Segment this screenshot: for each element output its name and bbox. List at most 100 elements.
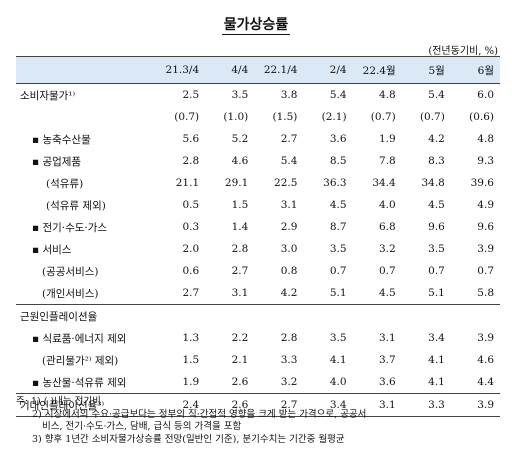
table-cell: (1.0) <box>223 111 249 123</box>
table-cell: 2.8 <box>182 155 200 167</box>
table-cell: 2.7 <box>254 393 304 417</box>
table-cell: 5.4 <box>280 155 298 167</box>
col-header: 22.4월 <box>352 56 402 84</box>
table-cell: 3.8 <box>280 89 298 101</box>
table-cell: 4.0 <box>379 199 396 211</box>
footnote: 2) 시장에서의 수요·공급보다는 정부의 직·간접적 영향을 크게 받는 가격… <box>32 408 367 420</box>
table-cell: 8.7 <box>329 221 347 233</box>
table-cell: 5.8 <box>477 287 494 299</box>
table-cell: 3.1 <box>280 199 298 211</box>
table-cell: 0.7 <box>379 265 396 277</box>
table-cell: 4.8 <box>379 89 396 101</box>
table-cell: 4.2 <box>280 287 298 299</box>
col-header: 22.1/4 <box>254 56 304 84</box>
table-row: (개인서비스) 2.7 3.1 4.2 5.1 4.5 5.1 5.8 <box>16 282 500 305</box>
table-cell: 2.7 <box>231 265 249 277</box>
table-row: (석유류) 21.1 29.1 22.5 36.3 34.4 34.8 39.6 <box>16 172 500 194</box>
table-row: 근원인플레이션율 <box>16 304 500 327</box>
table-cell: 4.8 <box>477 133 494 145</box>
table-cell: 3.4 <box>303 393 353 417</box>
row-label <box>16 106 156 128</box>
row-label: (관리물가²⁾ 제외) <box>42 354 119 367</box>
table-cell: 0.6 <box>182 265 200 277</box>
table-cell: 5.4 <box>428 89 445 101</box>
table-cell: 1.5 <box>182 354 200 366</box>
footnote: 3) 향후 1년간 소비자물가상승률 전망(일반인 기준), 분기수치는 기간중… <box>32 433 345 445</box>
table-cell: 2.6 <box>231 376 249 388</box>
table-cell: 8.5 <box>329 155 347 167</box>
table-row: ▪ 공업제품 2.8 4.6 5.4 8.5 7.8 8.3 9.3 <box>16 150 500 172</box>
table-cell: 5.4 <box>329 89 347 101</box>
table-cell: 1.3 <box>182 332 200 344</box>
table-cell: 5.1 <box>329 287 347 299</box>
table-cell: 2.6 <box>205 393 255 417</box>
table-cell: 4.1 <box>428 376 445 388</box>
row-label: (개인서비스) <box>42 287 99 300</box>
table-cell: (0.7) <box>419 111 445 123</box>
table-cell: 2.0 <box>182 243 200 255</box>
table-cell: 4.2 <box>428 133 445 145</box>
table-cell: 9.3 <box>477 155 494 167</box>
row-label: ▪ 농산물·석유류 제외 <box>32 376 127 389</box>
table-cell: 3.1 <box>352 393 402 417</box>
table-cell: 4.4 <box>477 376 494 388</box>
table-cell: 3.3 <box>401 393 451 417</box>
col-header: 6월 <box>450 56 500 84</box>
table-cell: 2.7 <box>182 287 200 299</box>
row-label: 소비자물가¹⁾ <box>20 89 76 102</box>
table-cell: 2.8 <box>280 332 298 344</box>
table-cell: 4.5 <box>379 287 396 299</box>
col-header: 5월 <box>401 56 451 84</box>
table-cell: 3.7 <box>379 354 396 366</box>
table-cell: 1.4 <box>231 221 249 233</box>
table-cell: 3.2 <box>379 243 396 255</box>
table-cell <box>450 304 500 327</box>
table-cell: 5.6 <box>182 133 200 145</box>
table-cell <box>303 304 353 327</box>
table-cell: 29.1 <box>224 177 249 189</box>
table-cell <box>205 304 255 327</box>
table-row: ▪ 전기·수도·가스 0.3 1.4 2.9 8.7 6.8 9.6 9.6 <box>16 216 500 238</box>
row-label: ▪ 식료품·에너지 제외 <box>32 332 127 345</box>
table-cell: 4.5 <box>428 199 445 211</box>
footnote: 주: 1) ( )내는 전기비 <box>16 396 101 407</box>
table-cell: (2.1) <box>321 111 347 123</box>
row-label: 기대인플레이션율³⁾ <box>16 393 156 417</box>
table-row: ▪ 서비스 2.0 2.8 3.0 3.5 3.2 3.5 3.9 <box>16 238 500 260</box>
table-row: ▪ 농산물·석유류 제외 1.9 2.6 3.2 4.0 3.6 4.1 4.4 <box>16 371 500 394</box>
row-label: ▪ 공업제품 <box>32 155 82 168</box>
table-cell: 3.5 <box>329 243 347 255</box>
table-cell: 4.6 <box>477 354 494 366</box>
table-cell <box>352 304 402 327</box>
row-label: ▪ 전기·수도·가스 <box>32 221 108 234</box>
table-cell: 0.3 <box>182 221 200 233</box>
table-cell: 3.9 <box>477 243 494 255</box>
table-cell: 4.0 <box>329 376 347 388</box>
table-cell: 3.5 <box>428 243 445 255</box>
table-cell: 0.7 <box>329 265 347 277</box>
table-cell: 7.8 <box>379 155 396 167</box>
table-cell: 0.8 <box>280 265 298 277</box>
table-cell <box>156 304 206 327</box>
table-cell: 2.2 <box>231 332 249 344</box>
table-cell: 2.5 <box>182 89 200 101</box>
table-cell: 6.0 <box>477 89 494 101</box>
table-cell: 4.6 <box>231 155 249 167</box>
table-row: 기대인플레이션율³⁾ 2.4 2.6 2.7 3.4 3.1 3.3 3.9 <box>16 393 500 417</box>
row-label: ▪ 서비스 <box>32 243 72 256</box>
inflation-table: 21.3/4 4/4 22.1/4 2/4 22.4월 5월 6월 소비자물가¹… <box>16 56 500 417</box>
table-cell: 9.6 <box>477 221 494 233</box>
table-row: (공공서비스) 0.6 2.7 0.8 0.7 0.7 0.7 0.7 <box>16 260 500 282</box>
row-label: ▪ 농축수산물 <box>32 133 91 146</box>
row-label: (석유류 제외) <box>46 199 106 212</box>
row-label: 근원인플레이션율 <box>16 304 156 327</box>
table-cell: 3.6 <box>379 376 396 388</box>
table-cell: 34.8 <box>421 177 445 189</box>
table-cell: 3.5 <box>231 89 249 101</box>
table-cell: 5.1 <box>428 287 445 299</box>
table-cell: 5.2 <box>231 133 249 145</box>
footnotes: 주: 1) ( )내는 전기비 2) 시장에서의 수요·공급보다는 정부의 직·… <box>16 396 506 446</box>
table-cell: 2.8 <box>231 243 249 255</box>
table-cell: 4.1 <box>428 354 445 366</box>
footnote: 비스, 전기·수도·가스, 담배, 급식 등의 가격을 포함 <box>42 421 242 432</box>
